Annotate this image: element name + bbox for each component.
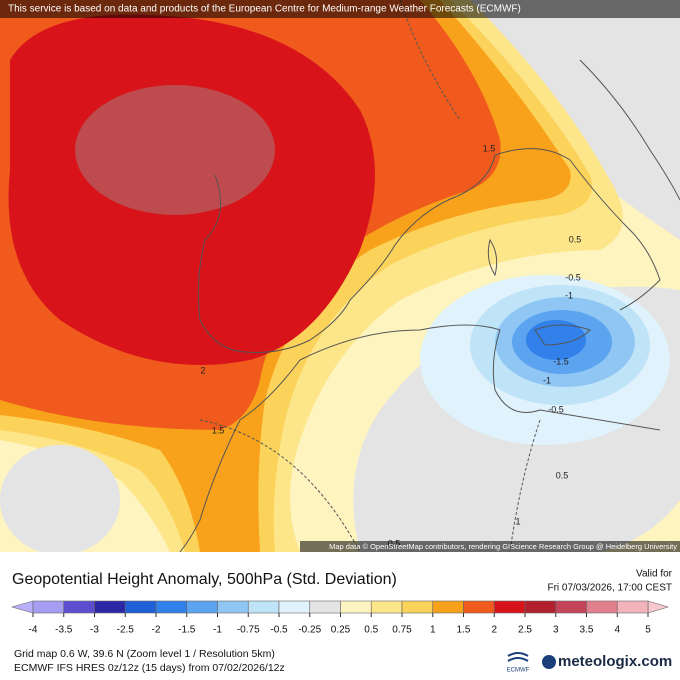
contour-label: 1.5 [212,425,225,435]
colorbar-swatch [124,600,157,614]
valid-label: Valid for [636,569,673,580]
colorbar-swatch [32,600,65,614]
colorbar-swatch [186,600,218,614]
colorbar-tick-label: -3 [90,625,99,636]
coastline-italy [494,148,661,311]
colorbar-swatch [463,600,495,614]
attribution: Map data © OpenStreetMap contributors, r… [329,542,677,551]
colorbar-tick-label: 1 [430,625,436,636]
coastlines [179,0,680,552]
attribution-bg [300,541,680,552]
colorbar-tick-label: 4 [614,625,620,636]
colorbar-swatch [555,600,587,614]
ecmwf-logo-text: ECMWF [507,668,530,674]
colorbar-tick-label: -0.75 [237,625,260,636]
contour-label: 2 [200,365,205,375]
colorbar-swatch [586,600,618,614]
colorbar-swatch [63,600,95,614]
border [199,419,361,552]
colorbar-tick-label: -2 [152,625,161,636]
colorbar-swatch [155,600,188,614]
colorbar-swatch [401,600,434,614]
footer-line2: ECMWF IFS HRES 0z/12z (15 days) from 07/… [14,662,285,674]
coastline-north-africa [299,324,661,431]
map: 1.521.50.5-0.5-1-1.5-1-0.50.510.5 [0,0,680,552]
coastline-sicily [534,324,591,346]
border [399,0,461,121]
banner-text: This service is based on data and produc… [8,4,521,15]
colorbar-tick-label: 3.5 [580,625,594,636]
colorbar-tick-label: -1.5 [178,625,196,636]
contour-label: -1 [543,375,551,385]
colorbar-tick-label: 0.25 [331,625,351,636]
footer-line1: Grid map 0.6 W, 39.6 N (Zoom level 1 / R… [14,648,275,660]
coastline-sardinia [487,238,498,277]
contour-label: 1 [515,516,520,526]
colorbar-tick-label: 0.75 [392,625,412,636]
colorbar-tick-label: 1.5 [457,625,471,636]
colorbar-swatch [432,600,464,614]
contour-label: -0.5 [548,404,564,414]
colorbar-over [647,600,670,614]
ecmwf-logo-mark [507,652,529,662]
colorbar-swatch [616,600,649,614]
border [509,419,541,552]
colorbar-tick-label: 2 [491,625,497,636]
coastline-iberia [197,154,496,353]
contour-label: -0.5 [565,272,581,282]
colorbar-tick-label: 0.5 [364,625,378,636]
contour-label: 0.5 [569,234,582,244]
colorbar: -4 -3.5 -3 -2.5 -2 -1.5 -1 -0.75 -0.5 -0.25 0.25 0.… [10,600,670,636]
banner-bg [0,0,680,18]
colorbar-tick-label: -1 [213,625,222,636]
contour-label: -1.5 [553,356,569,366]
contour-label: 1.5 [483,143,496,153]
colorbar-swatch [340,600,372,614]
colorbar-tick-label: 5 [645,625,651,636]
colorbar-swatch [493,600,526,614]
colorbar-tick-label: 3 [553,625,559,636]
anomaly-grey-west [0,445,120,552]
colorbar-tick-label: 2.5 [518,625,532,636]
colorbar-tick-label: -2.5 [117,625,135,636]
coastline-adriatic [579,59,680,201]
anomaly-core [75,85,275,215]
colorbar-swatch [370,600,403,614]
colorbar-swatch [247,600,280,614]
colorbar-under [10,600,34,614]
valid-time: Fri 07/03/2026, 17:00 CEST [547,583,672,594]
contour-label: 0.5 [556,470,569,480]
colorbar-tick-label: -0.5 [270,625,288,636]
colorbar-tick-label: -3.5 [55,625,73,636]
colorbar-swatch [524,600,557,614]
colorbar-swatch [278,600,311,614]
colorbar-swatch [217,600,249,614]
anomaly-blue-3 [526,320,586,360]
colorbar-swatch [309,600,341,614]
brand: meteologix.com [558,653,672,670]
coastline-morocco [179,359,301,552]
colorbar-swatch [94,600,126,614]
colorbar-tick-label: -0.25 [298,625,321,636]
colorbar-tick-label: -4 [29,625,38,636]
brand-icon [542,655,556,669]
contour-label: -1 [565,290,573,300]
title: Geopotential Height Anomaly, 500hPa (Std… [12,571,397,588]
